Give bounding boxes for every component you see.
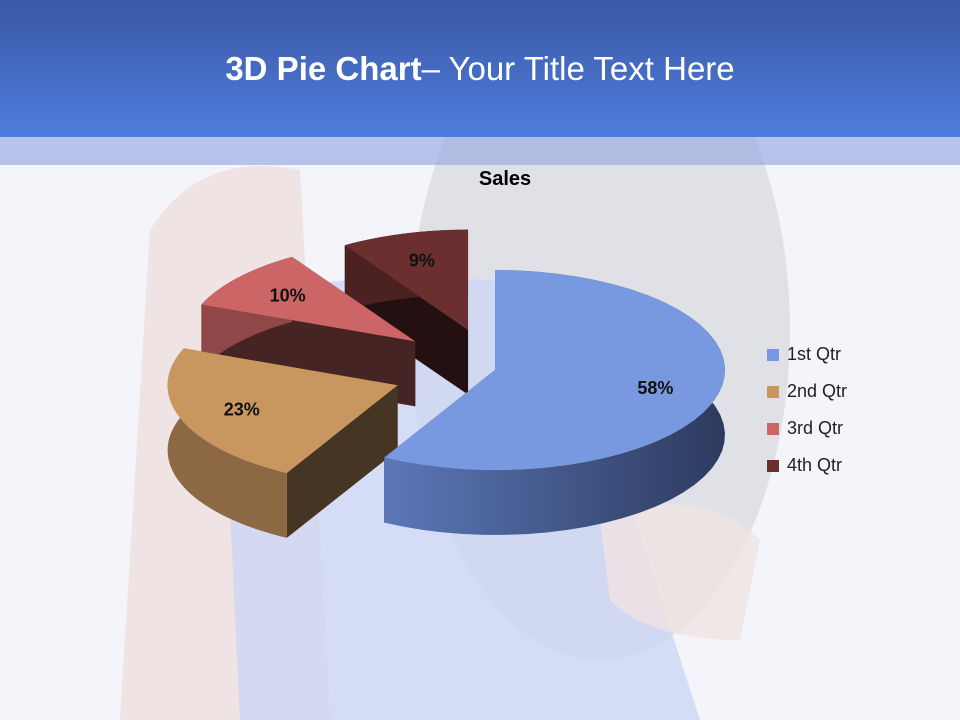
title-bold: 3D Pie Chart — [225, 50, 422, 87]
legend-item: 3rd Qtr — [767, 410, 847, 447]
chart-title: Sales — [478, 168, 532, 190]
legend-swatch — [767, 422, 779, 435]
legend-label: 2nd Qtr — [787, 381, 848, 401]
slice-outer-wall — [167, 348, 287, 538]
data-label: 10% — [270, 285, 306, 305]
pie-slice-1st-qtr — [384, 270, 725, 470]
pie-slice-3rd-qtr — [201, 256, 416, 342]
legend-item: 4th Qtr — [767, 447, 847, 484]
title-rest: – Your Title Text Here — [421, 50, 735, 87]
data-label: 23% — [224, 400, 260, 420]
legend-label: 4th Qtr — [787, 455, 843, 475]
legend-item: 2nd Qtr — [767, 373, 847, 410]
legend-item: 1st Qtr — [767, 336, 847, 373]
legend: 1st Qtr 2nd Qtr 3rd Qtr 4th Qtr — [767, 336, 847, 484]
pie-slice-4th-qtr — [344, 229, 469, 330]
legend-label: 3rd Qtr — [787, 418, 844, 438]
pie-slice-2nd-qtr — [167, 348, 398, 473]
slide-header — [0, 0, 960, 137]
legend-label: 1st Qtr — [787, 344, 842, 364]
data-label: 58% — [637, 378, 673, 398]
legend-swatch — [767, 348, 779, 361]
data-label: 9% — [409, 251, 435, 271]
slide-title: 3D Pie Chart– Your Title Text Here — [0, 50, 960, 88]
legend-swatch — [767, 385, 779, 398]
legend-swatch — [767, 459, 779, 472]
header-band — [0, 137, 960, 165]
